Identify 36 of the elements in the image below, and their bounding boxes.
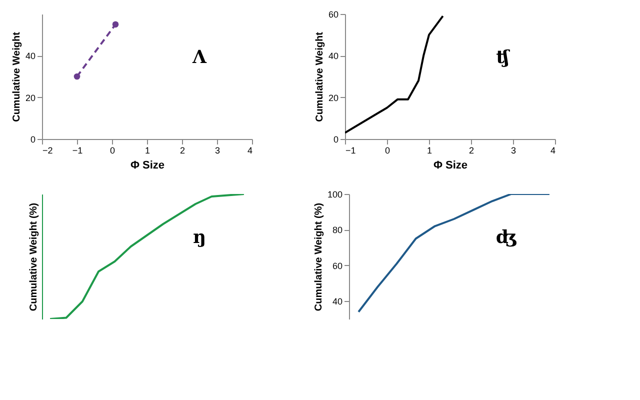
x-axis-title: Φ Size bbox=[130, 160, 165, 172]
x-tick-label: 2 bbox=[180, 146, 186, 156]
y-tick-label: 80 bbox=[332, 225, 342, 236]
y-tick-label: 20 bbox=[25, 92, 36, 103]
x-tick-label: 2 bbox=[468, 146, 474, 156]
y-axis-title: Cumulative Weight (%) bbox=[28, 202, 40, 312]
x-tick-label: 1 bbox=[144, 146, 150, 156]
y-tick-label: 60 bbox=[328, 10, 338, 20]
x-tick-label: −1 bbox=[72, 146, 83, 156]
y-tick-label: 40 bbox=[332, 296, 342, 307]
x-tick-label: 1 bbox=[426, 146, 432, 156]
y-tick-label: 40 bbox=[328, 51, 338, 62]
annotation: ʧ bbox=[496, 46, 510, 68]
x-tick-label: 4 bbox=[247, 146, 252, 156]
x-tick-label: −1 bbox=[346, 146, 356, 156]
y-tick-label: 100 bbox=[327, 190, 342, 200]
y-axis-title: Cumulative Weight bbox=[314, 31, 326, 122]
x-tick-label: −2 bbox=[42, 146, 53, 156]
x-axis-title: Φ Size bbox=[433, 160, 468, 172]
line-series bbox=[345, 15, 444, 134]
x-tick-label: 0 bbox=[110, 146, 116, 156]
y-tick-label: 40 bbox=[25, 51, 36, 62]
y-axis-title: Cumulative Weight bbox=[11, 31, 22, 122]
x-tick-label: 4 bbox=[550, 146, 556, 156]
y-tick-label: 60 bbox=[332, 260, 342, 271]
y-axis-title: Cumulative Weight (%) bbox=[313, 202, 324, 312]
y-tick-label: 0 bbox=[30, 134, 36, 144]
x-tick-label: 3 bbox=[214, 146, 220, 156]
line-series bbox=[358, 194, 550, 313]
annotation: Λ bbox=[192, 46, 208, 68]
annotation: ŋ bbox=[192, 226, 206, 248]
y-tick-label: 0 bbox=[333, 134, 338, 144]
x-tick-label: 0 bbox=[384, 146, 390, 156]
annotation: ʤ bbox=[496, 226, 518, 248]
x-tick-label: 3 bbox=[510, 146, 516, 156]
y-tick-label: 20 bbox=[328, 92, 338, 103]
